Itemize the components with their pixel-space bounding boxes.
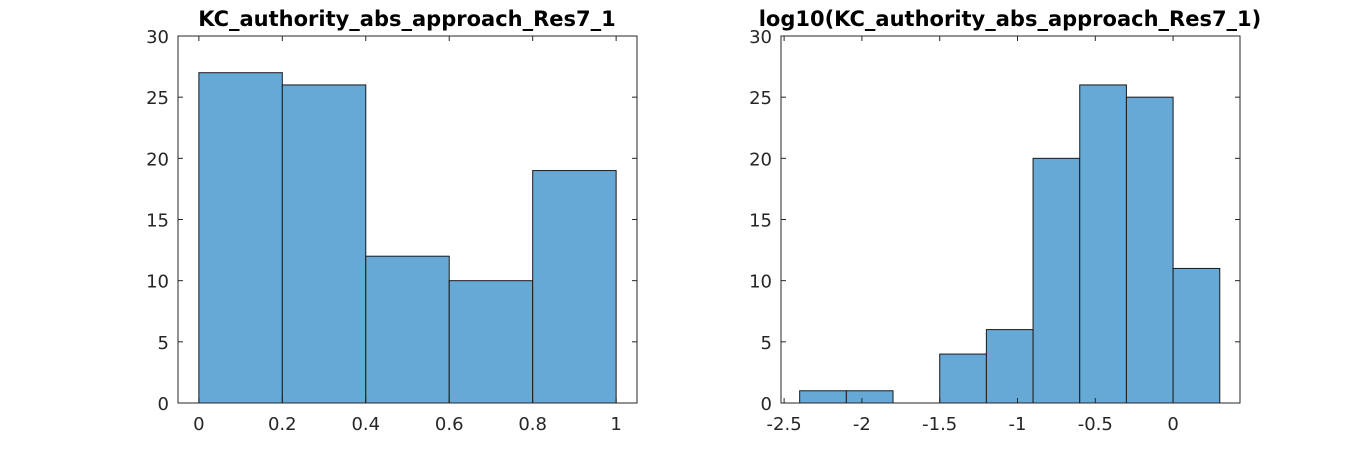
left-x-tick-label: 0.4 xyxy=(351,414,380,435)
left-x-tick-label: 0.8 xyxy=(518,414,547,435)
right-x-tick-label: -2 xyxy=(853,414,871,435)
right-x-tick-label: -1 xyxy=(1009,414,1027,435)
left-histogram-bar xyxy=(532,170,617,404)
right-histogram-bar xyxy=(939,353,987,404)
right-histogram-bar xyxy=(799,390,847,404)
right-x-tick-label: 0 xyxy=(1167,414,1178,435)
right-y-tick-label: 5 xyxy=(761,333,772,354)
left-y-tick-label: 30 xyxy=(146,27,169,48)
left-x-tick-label: 0.2 xyxy=(268,414,297,435)
left-y-tick-label: 25 xyxy=(146,88,169,109)
right-chart-title: log10(KC_authority_abs_approach_Res7_1) xyxy=(759,7,1262,31)
left-chart-title: KC_authority_abs_approach_Res7_1 xyxy=(198,7,616,31)
right-histogram-bar xyxy=(1079,84,1127,404)
left-y-tick-label: 10 xyxy=(146,272,169,293)
right-y-tick-label: 20 xyxy=(749,149,772,170)
left-y-tick-label: 20 xyxy=(146,149,169,170)
left-histogram-bar xyxy=(448,280,534,404)
right-y-tick-label: 25 xyxy=(749,88,772,109)
left-histogram-bar xyxy=(365,255,450,404)
right-y-tick-label: 15 xyxy=(749,211,772,232)
right-histogram-bar xyxy=(985,329,1034,404)
right-histogram-bar xyxy=(1032,157,1081,404)
right-x-tick-label: -1.5 xyxy=(922,414,957,435)
left-histogram-axes: KC_authority_abs_approach_Res7_1 0 0.2 0.4… xyxy=(146,7,638,435)
left-y-tick-label: 15 xyxy=(146,211,169,232)
left-histogram-bar xyxy=(198,72,283,404)
right-histogram-bar xyxy=(1125,96,1174,404)
right-histogram-bar xyxy=(845,390,894,404)
left-histogram-bar xyxy=(281,84,367,404)
left-y-tick-label: 5 xyxy=(158,333,169,354)
left-x-tick-label: 0 xyxy=(193,414,204,435)
right-histogram-bar xyxy=(1172,267,1221,404)
right-y-tick-label: 10 xyxy=(749,272,772,293)
right-y-tick-label: 30 xyxy=(749,27,772,48)
right-x-tick-label: -2.5 xyxy=(767,414,802,435)
left-x-tick-label: 1 xyxy=(610,414,621,435)
right-x-tick-label: -0.5 xyxy=(1078,414,1113,435)
right-y-tick-label: 0 xyxy=(761,394,772,415)
left-x-tick-label: 0.6 xyxy=(435,414,464,435)
left-y-tick-label: 0 xyxy=(158,394,169,415)
right-histogram-axes: log10(KC_authority_abs_approach_Res7_1) … xyxy=(749,7,1261,435)
